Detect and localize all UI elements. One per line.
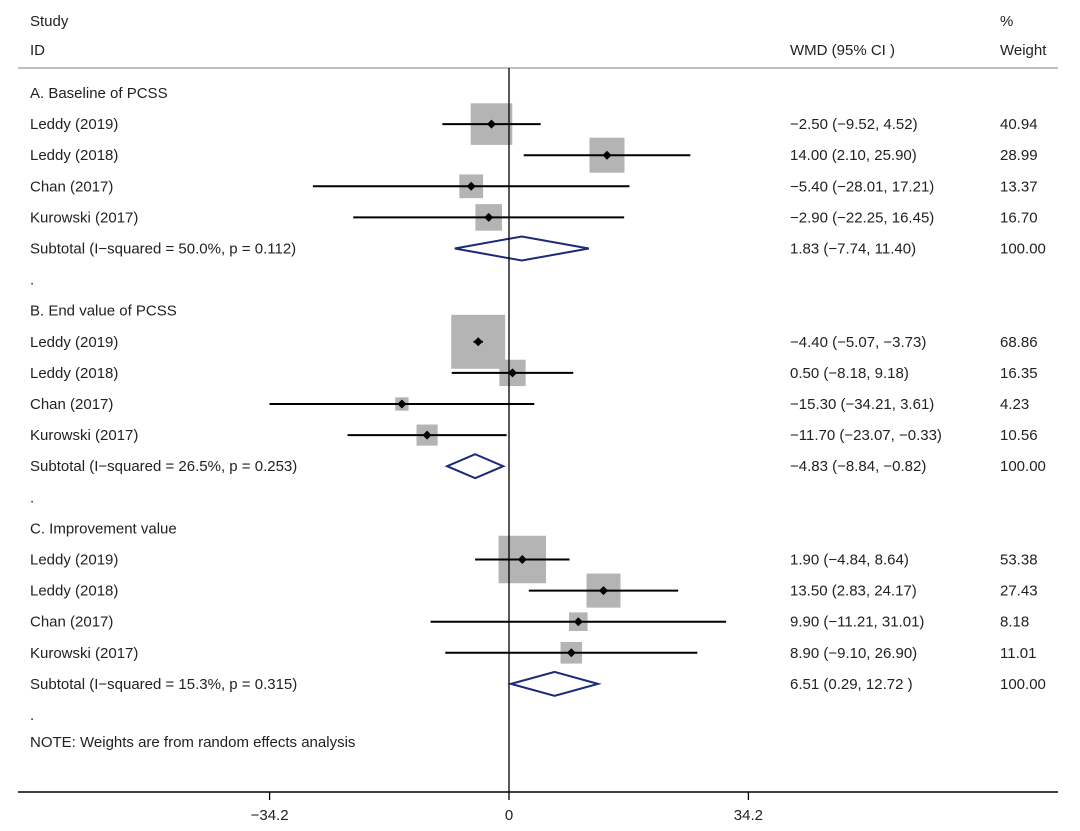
study-label: Leddy (2018)	[30, 583, 118, 600]
study-label: Chan (2017)	[30, 614, 113, 631]
header: Study ID WMD (95% CI ) % Weight	[18, 13, 1058, 69]
subtotal-weight: 100.00	[1000, 241, 1046, 258]
wmd-value: −4.40 (−5.07, −3.73)	[790, 334, 926, 351]
point-estimate	[397, 399, 407, 409]
point-estimate	[473, 337, 483, 347]
wmd-value: −11.70 (−23.07, −0.33)	[790, 427, 942, 444]
weight-value: 16.35	[1000, 365, 1038, 382]
weight-value: 68.86	[1000, 334, 1038, 351]
spacer-dot: .	[30, 489, 34, 506]
wmd-value: 0.50 (−8.18, 9.18)	[790, 365, 909, 382]
study-row: Leddy (2019) −4.40 (−5.07, −3.73) 68.86	[30, 314, 1038, 369]
weight-value: 27.43	[1000, 583, 1038, 600]
study-row: Leddy (2018) 13.50 (2.83, 24.17) 27.43	[30, 573, 1038, 608]
study-row: Kurowski (2017) 8.90 (−9.10, 26.90) 11.01	[30, 642, 1036, 664]
group-2: B. End value of PCSS Leddy (2019) −4.40 (−…	[30, 303, 1046, 507]
study-row: Chan (2017) −15.30 (−34.21, 3.61) 4.23	[30, 396, 1029, 413]
study-label: Leddy (2019)	[30, 116, 118, 133]
wmd-value: −2.50 (−9.52, 4.52)	[790, 116, 918, 133]
subtotal-row: Subtotal (I−squared = 15.3%, p = 0.315) 6…	[30, 670, 1046, 697]
subtotal-diamond	[454, 235, 589, 262]
subtotal-label: Subtotal (I−squared = 15.3%, p = 0.315)	[30, 676, 297, 693]
weight-value: 13.37	[1000, 178, 1038, 195]
study-label: Chan (2017)	[30, 396, 113, 413]
weight-value: 53.38	[1000, 552, 1038, 569]
point-estimate	[422, 430, 432, 440]
header-wmd-label: WMD (95% CI )	[790, 42, 895, 59]
study-label: Kurowski (2017)	[30, 645, 138, 662]
wmd-value: 13.50 (2.83, 24.17)	[790, 583, 917, 600]
subtotal-wmd: 1.83 (−7.74, 11.40)	[790, 241, 916, 258]
subtotal-label: Subtotal (I−squared = 50.0%, p = 0.112)	[30, 241, 296, 258]
point-estimate	[602, 150, 612, 160]
subtotal-diamond	[507, 670, 602, 697]
subtotal-wmd: −4.83 (−8.84, −0.82)	[790, 458, 926, 475]
wmd-value: 8.90 (−9.10, 26.90)	[790, 645, 917, 662]
group-title: B. End value of PCSS	[30, 303, 177, 320]
spacer-dot: .	[30, 272, 34, 289]
wmd-value: 1.90 (−4.84, 8.64)	[790, 552, 909, 569]
group-title: C. Improvement value	[30, 520, 177, 537]
point-estimate	[466, 181, 476, 191]
subtotal-weight: 100.00	[1000, 458, 1046, 475]
weight-value: 10.56	[1000, 427, 1038, 444]
study-label: Chan (2017)	[30, 178, 113, 195]
group-1: A. Baseline of PCSS Leddy (2019) −2.50 (−9…	[30, 85, 1046, 289]
point-estimate	[508, 368, 517, 378]
point-estimate	[573, 617, 583, 627]
study-row: Chan (2017) 9.90 (−11.21, 31.01) 8.18	[30, 612, 1029, 631]
study-label: Leddy (2018)	[30, 365, 118, 382]
x-tick-label: 0	[505, 807, 513, 824]
study-label: Kurowski (2017)	[30, 209, 138, 226]
x-tick-label: −34.2	[251, 807, 289, 824]
spacer-dot: .	[30, 707, 34, 724]
point-estimate	[599, 586, 608, 596]
x-tick-label: 34.2	[734, 807, 763, 824]
study-row: Leddy (2019) 1.90 (−4.84, 8.64) 53.38	[30, 535, 1038, 584]
wmd-value: 9.90 (−11.21, 31.01)	[790, 614, 924, 631]
subtotal-row: Subtotal (I−squared = 50.0%, p = 0.112) 1…	[30, 235, 1046, 262]
wmd-value: −15.30 (−34.21, 3.61)	[790, 396, 934, 413]
study-row: Leddy (2018) 0.50 (−8.18, 9.18) 16.35	[30, 359, 1038, 387]
subtotal-wmd: 6.51 (0.29, 12.72 )	[790, 676, 913, 693]
weight-value: 11.01	[1000, 645, 1036, 662]
point-estimate	[487, 119, 496, 129]
subtotal-diamond	[444, 453, 506, 480]
wmd-value: 14.00 (2.10, 25.90)	[790, 147, 917, 164]
weight-value: 4.23	[1000, 396, 1029, 413]
header-weight-label: Weight	[1000, 42, 1047, 59]
subtotal-weight: 100.00	[1000, 676, 1046, 693]
study-label: Leddy (2018)	[30, 147, 118, 164]
subtotal-label: Subtotal (I−squared = 26.5%, p = 0.253)	[30, 458, 297, 475]
header-study-label: Study	[30, 13, 69, 30]
study-label: Leddy (2019)	[30, 552, 118, 569]
point-estimate	[517, 555, 527, 564]
study-label: Leddy (2019)	[30, 334, 118, 351]
study-row: Kurowski (2017) −2.90 (−22.25, 16.45) 16.7…	[30, 204, 1038, 231]
study-row: Leddy (2019) −2.50 (−9.52, 4.52) 40.94	[30, 103, 1038, 145]
note-text: NOTE: Weights are from random effects an…	[30, 734, 355, 751]
header-id-label: ID	[30, 42, 45, 59]
weight-value: 28.99	[1000, 147, 1038, 164]
study-row: Chan (2017) −5.40 (−28.01, 17.21) 13.37	[30, 174, 1038, 199]
weight-value: 40.94	[1000, 116, 1038, 133]
study-row: Kurowski (2017) −11.70 (−23.07, −0.33) 10.…	[30, 424, 1038, 446]
point-estimate	[566, 648, 576, 658]
weight-value: 8.18	[1000, 614, 1029, 631]
subtotal-row: Subtotal (I−squared = 26.5%, p = 0.253) −…	[30, 453, 1046, 480]
header-percent-label: %	[1000, 13, 1013, 30]
study-row: Leddy (2018) 14.00 (2.10, 25.90) 28.99	[30, 137, 1038, 173]
wmd-value: −2.90 (−22.25, 16.45)	[790, 209, 934, 226]
study-label: Kurowski (2017)	[30, 427, 138, 444]
forest-rows: A. Baseline of PCSS Leddy (2019) −2.50 (−9…	[30, 85, 1046, 724]
x-axis: −34.2 0 34.2	[18, 791, 1058, 824]
group-title: A. Baseline of PCSS	[30, 85, 168, 102]
group-3: C. Improvement value Leddy (2019) 1.90 (−4…	[30, 520, 1046, 724]
wmd-value: −5.40 (−28.01, 17.21)	[790, 178, 934, 195]
point-estimate	[484, 212, 494, 222]
weight-value: 16.70	[1000, 209, 1038, 226]
